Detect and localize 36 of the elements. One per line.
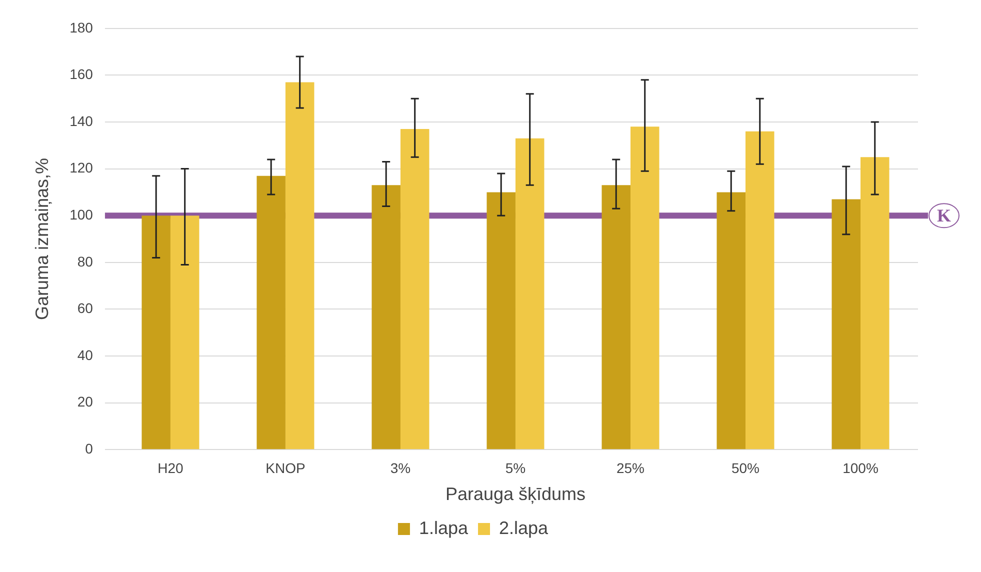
bar: [285, 82, 314, 450]
bar: [832, 199, 860, 450]
x-tick-label: 25%: [616, 460, 644, 476]
bar: [630, 126, 660, 450]
y-tick-label: 180: [70, 19, 94, 36]
y-tick-label: 0: [85, 440, 94, 456]
bar: [602, 185, 630, 450]
x-tick-label: 100%: [842, 460, 878, 476]
bar: [486, 192, 516, 450]
y-tick-label: 40: [77, 346, 94, 363]
bar: [515, 138, 544, 450]
bar: [256, 176, 286, 450]
bar: [170, 216, 200, 450]
y-tick-label: 80: [77, 253, 94, 270]
bar: [745, 131, 774, 450]
y-tick-label: 160: [70, 66, 94, 82]
legend-label: 2.lapa: [499, 518, 550, 538]
bar: [142, 216, 170, 450]
x-tick-label: 50%: [731, 460, 760, 476]
y-tick-label: 120: [70, 160, 94, 176]
y-tick-label: 20: [77, 394, 94, 410]
bar: [400, 129, 430, 450]
x-axis-title: Parauga šķīdums: [445, 484, 586, 504]
bar: [860, 157, 890, 450]
legend-label: 1.lapa: [418, 518, 469, 538]
bar: [716, 192, 746, 450]
y-tick-label: 100: [70, 206, 94, 222]
x-tick-label: 3%: [390, 460, 411, 476]
x-tick-label: 5%: [505, 460, 526, 476]
y-tick-label: 60: [77, 300, 94, 316]
bar: [372, 185, 400, 450]
y-tick-label: 140: [70, 112, 94, 129]
x-tick-label: H20: [158, 460, 184, 476]
y-axis-title: Garuma izmaiņas,%: [32, 158, 52, 320]
x-tick-label: KNOP: [266, 460, 306, 476]
ref-line-label: K: [936, 205, 952, 226]
